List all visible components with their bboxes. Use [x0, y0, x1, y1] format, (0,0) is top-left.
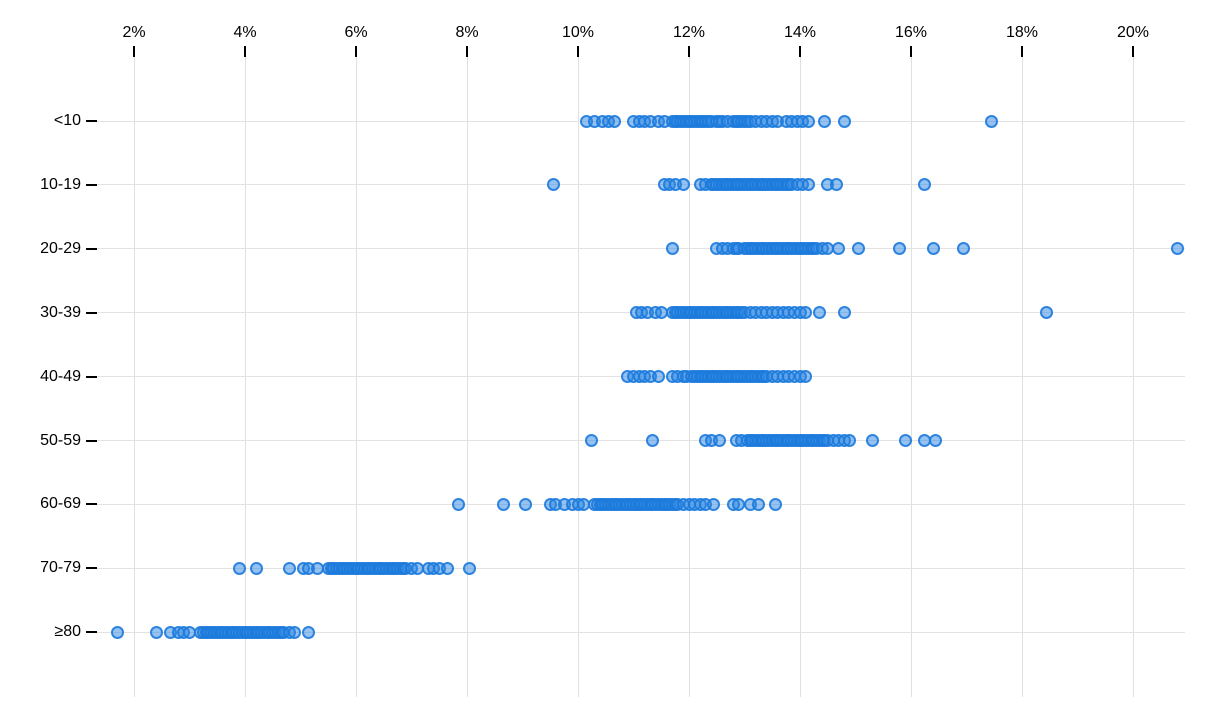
data-point [110, 625, 124, 639]
data-point [801, 178, 815, 192]
y-axis-category-label: 30-39 [40, 303, 81, 321]
data-point [713, 434, 727, 447]
data-point [646, 434, 660, 447]
data-point [463, 561, 477, 575]
data-point [984, 114, 998, 128]
data-point [1040, 306, 1054, 320]
data-point [801, 114, 815, 128]
data-point [302, 625, 316, 639]
y-axis-category-label: 60-69 [40, 495, 81, 513]
x-axis-tick [910, 46, 912, 57]
x-axis-tick-label: 2% [122, 24, 146, 41]
data-point [799, 370, 813, 384]
x-axis-tick [577, 46, 579, 57]
data-point [751, 497, 765, 511]
x-axis-tick [1021, 46, 1023, 57]
data-point [665, 242, 679, 256]
y-axis-category-label: 40-49 [40, 367, 81, 385]
x-axis-tick-label: 16% [894, 24, 928, 41]
data-point [518, 497, 532, 511]
data-point [837, 306, 851, 320]
y-axis-tick [86, 439, 97, 442]
y-axis-category-label: 10-19 [40, 175, 81, 193]
y-gridline [97, 184, 1185, 186]
y-gridline [97, 248, 1185, 250]
data-point [893, 242, 907, 256]
y-axis-tick [86, 631, 97, 634]
data-point [249, 561, 263, 575]
x-axis-tick-label: 14% [783, 24, 817, 41]
x-axis-tick-label: 12% [672, 24, 706, 41]
data-point [452, 497, 466, 511]
y-axis-category-label: 20-29 [40, 239, 81, 257]
x-axis-tick-label: 8% [455, 24, 479, 41]
data-point [707, 497, 721, 511]
x-axis-tick-label: 20% [1116, 24, 1150, 41]
x-axis-tick [355, 46, 357, 57]
x-axis-tick [466, 46, 468, 57]
y-axis-tick [86, 183, 97, 186]
data-point [768, 497, 782, 511]
data-point [1170, 242, 1184, 256]
data-point [818, 114, 832, 128]
data-point [812, 306, 826, 320]
y-axis-category-label: 50-59 [40, 431, 81, 449]
y-axis-category-label: <10 [53, 112, 81, 129]
data-point [918, 178, 932, 192]
data-point [546, 178, 560, 192]
data-point [851, 242, 865, 256]
y-axis-tick [86, 503, 97, 506]
x-axis-tick-label: 6% [344, 24, 368, 41]
x-axis-tick-label: 18% [1005, 24, 1039, 41]
x-axis-tick-label: 4% [233, 24, 257, 41]
data-point [149, 625, 163, 639]
data-point [865, 434, 879, 447]
y-axis-category-label: ≥80 [54, 623, 81, 641]
data-point [585, 434, 599, 447]
data-point [799, 306, 813, 320]
data-point [829, 178, 843, 192]
data-point [843, 434, 857, 447]
data-point [898, 434, 912, 447]
x-axis-tick [688, 46, 690, 57]
data-point [832, 242, 846, 256]
data-point [232, 561, 246, 575]
data-point [837, 114, 851, 128]
y-gridline [97, 631, 1185, 633]
data-point [957, 242, 971, 256]
y-axis-tick [86, 375, 97, 378]
x-axis-tick [1132, 46, 1134, 57]
data-point [282, 561, 296, 575]
y-axis-category-label: 70-79 [40, 559, 81, 577]
data-point [496, 497, 510, 511]
data-point [288, 625, 302, 639]
x-axis-tick [244, 46, 246, 57]
x-axis-tick [133, 46, 135, 57]
y-gridline [97, 567, 1185, 569]
y-gridline [97, 440, 1185, 441]
data-point [441, 561, 455, 575]
x-axis-tick-label: 10% [561, 24, 595, 41]
y-axis-tick [86, 120, 97, 122]
y-axis-tick [86, 567, 97, 570]
y-axis-tick [86, 311, 97, 314]
x-axis-tick [799, 46, 801, 57]
data-point [929, 434, 943, 447]
data-point [607, 114, 621, 128]
data-point [926, 242, 940, 256]
y-axis-tick [86, 247, 97, 250]
data-point [676, 178, 690, 192]
data-point [651, 370, 665, 384]
